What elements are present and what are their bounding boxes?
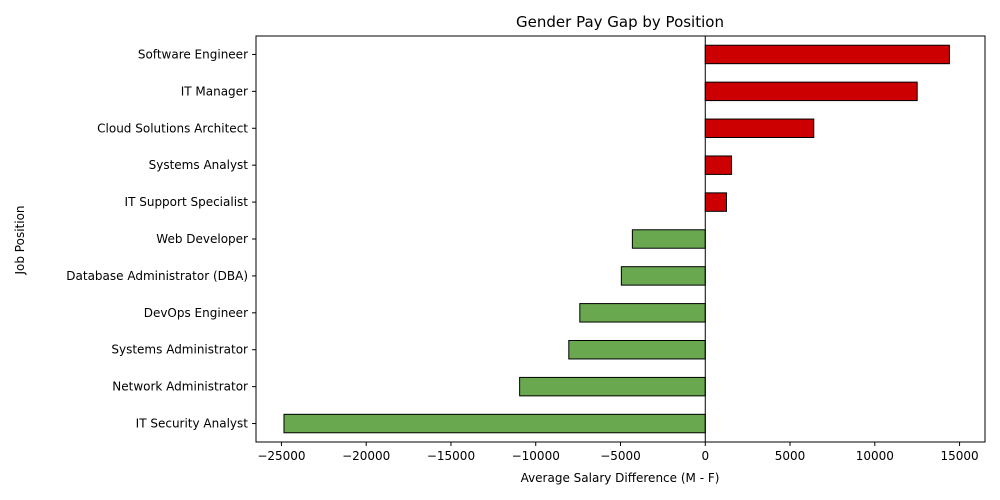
x-tick-label: −20000: [342, 449, 390, 463]
bar: [704, 118, 815, 139]
x-tick-label: −10000: [512, 449, 560, 463]
bar: [283, 413, 706, 434]
y-tick-label: Web Developer: [156, 232, 248, 246]
x-tick-label: 10000: [856, 449, 894, 463]
bar: [704, 81, 918, 102]
bar: [704, 44, 950, 65]
bar: [631, 229, 706, 249]
y-tick-label: DevOps Engineer: [144, 306, 248, 320]
y-tick-label: Software Engineer: [138, 47, 248, 61]
bar: [620, 266, 706, 286]
y-tick-label: Systems Administrator: [111, 343, 248, 357]
bar: [519, 376, 706, 397]
x-tick-label: −5000: [600, 449, 641, 463]
plot-area: Software Engineer IT Manager Cloud Solutio…: [66, 35, 986, 463]
y-tick-label: IT Manager: [181, 84, 248, 98]
y-tick-label: IT Support Specialist: [125, 195, 249, 209]
x-axis-label: Average Salary Difference (M - F): [521, 471, 720, 485]
plot-frame: [255, 35, 986, 443]
y-axis-label: Job Position: [13, 205, 27, 275]
bar: [704, 192, 727, 212]
y-tick-label: Database Administrator (DBA): [66, 269, 248, 283]
bar: [704, 155, 733, 175]
x-tick-label: 0: [701, 449, 709, 463]
chart-title: Gender Pay Gap by Position: [516, 13, 724, 31]
y-tick-label: IT Security Analyst: [136, 417, 249, 431]
x-tick-label: 15000: [940, 449, 978, 463]
x-tick-label: −15000: [427, 449, 475, 463]
x-tick-label: −25000: [257, 449, 305, 463]
y-tick-label: Systems Analyst: [149, 158, 249, 172]
y-tick-label: Network Administrator: [112, 380, 248, 394]
bar: [579, 303, 706, 323]
y-tick-label: Cloud Solutions Architect: [97, 121, 248, 135]
bar: [568, 340, 706, 360]
x-tick-label: 5000: [775, 449, 806, 463]
